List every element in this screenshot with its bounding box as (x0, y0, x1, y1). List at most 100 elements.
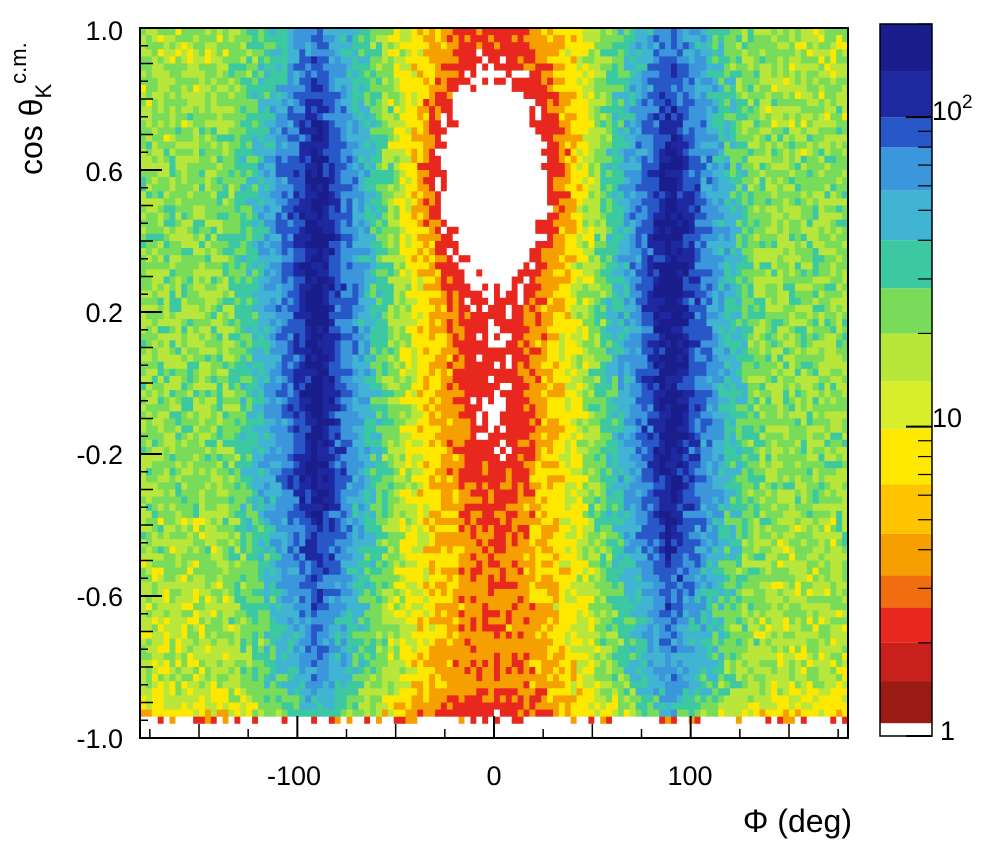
heatmap-cell (830, 276, 837, 285)
heatmap-cell (464, 127, 471, 136)
heatmap-cell (328, 42, 336, 50)
heatmap-cell (281, 91, 289, 100)
heatmap-cell (222, 290, 230, 299)
heatmap-cell (629, 28, 637, 36)
heatmap-cell (328, 91, 336, 100)
heatmap-cell (547, 319, 554, 327)
heatmap-cell (765, 91, 772, 100)
heatmap-cell (594, 269, 601, 278)
heatmap-cell (570, 162, 578, 171)
heatmap-cell (594, 248, 601, 256)
heatmap-cell (145, 219, 153, 228)
heatmap-cell (275, 241, 283, 249)
heatmap-cell (187, 84, 194, 93)
heatmap-cell (712, 248, 719, 256)
heatmap-cell (317, 297, 324, 306)
heatmap-cell (606, 205, 613, 214)
heatmap-cell (193, 184, 200, 192)
heatmap-cell (576, 113, 584, 121)
heatmap-cell (281, 262, 289, 270)
heatmap-cell (328, 70, 336, 79)
heatmap-cell (411, 262, 418, 270)
heatmap-cell (145, 35, 153, 43)
heatmap-cell (706, 283, 713, 292)
heatmap-cell (328, 113, 336, 121)
heatmap-cell (346, 49, 353, 57)
heatmap-cell (541, 91, 548, 100)
heatmap-cell (381, 42, 389, 50)
heatmap-cell (216, 205, 224, 214)
heatmap-cell (140, 49, 147, 57)
heatmap-cell (629, 84, 637, 93)
heatmap-cell (376, 49, 383, 57)
heatmap-cell (842, 241, 848, 249)
heatmap-cell (305, 106, 312, 114)
heatmap-cell (783, 141, 790, 150)
heatmap-cell (275, 77, 283, 86)
heatmap-cell (393, 42, 401, 50)
heatmap-cell (240, 319, 247, 327)
heatmap-cell (612, 35, 619, 43)
heatmap-cell (771, 42, 778, 50)
heatmap-cell (210, 255, 218, 263)
heatmap-cell (535, 255, 542, 263)
heatmap-cell (753, 141, 761, 150)
heatmap-cell (488, 113, 495, 121)
heatmap-cell (553, 155, 560, 164)
heatmap-cell (405, 262, 412, 270)
heatmap-cell (606, 191, 613, 199)
heatmap-cell (612, 226, 619, 235)
heatmap-cell (169, 162, 176, 171)
heatmap-cell (246, 99, 253, 107)
heatmap-cell (783, 63, 790, 72)
heatmap-cell (458, 255, 466, 263)
heatmap-cell (547, 56, 554, 65)
heatmap-cell (405, 269, 412, 278)
heatmap-cell (617, 233, 625, 242)
heatmap-cell (576, 35, 584, 43)
heatmap-cell (818, 91, 825, 100)
heatmap-cell (529, 35, 536, 43)
heatmap-cell (151, 312, 159, 320)
heatmap-cell (824, 184, 831, 192)
heatmap-cell (399, 191, 407, 199)
heatmap-cell (724, 290, 731, 299)
heatmap-cell (246, 120, 253, 128)
heatmap-cell (523, 35, 530, 43)
heatmap-cell (322, 184, 330, 192)
heatmap-cell (771, 99, 778, 107)
heatmap-cell (671, 248, 678, 256)
heatmap-cell (623, 191, 631, 199)
heatmap-cell (163, 106, 171, 114)
heatmap-cell (240, 127, 247, 136)
heatmap-cell (541, 42, 548, 50)
heatmap-cell (187, 319, 194, 327)
heatmap-cell (517, 219, 525, 228)
heatmap-cell (830, 35, 837, 43)
heatmap-cell (682, 113, 690, 121)
heatmap-cell (541, 113, 548, 121)
heatmap-cell (724, 155, 731, 164)
heatmap-cell (553, 255, 560, 263)
heatmap-cell (287, 184, 294, 192)
heatmap-cell (759, 269, 766, 278)
heatmap-cell (759, 170, 766, 178)
heatmap-cell (157, 212, 165, 221)
heatmap-cell (541, 191, 548, 199)
heatmap-cell (529, 205, 536, 214)
heatmap-cell (151, 141, 159, 150)
heatmap-cell (842, 148, 848, 157)
heatmap-cell (724, 113, 731, 121)
heatmap-cell (783, 198, 790, 207)
heatmap-cell (700, 35, 707, 43)
heatmap-cell (842, 106, 848, 114)
heatmap-cell (747, 56, 755, 65)
heatmap-cell (753, 84, 761, 93)
heatmap-cell (765, 198, 772, 207)
heatmap-cell (771, 226, 778, 235)
heatmap-cell (440, 290, 448, 299)
heatmap-cell (305, 127, 312, 136)
heatmap-cell (381, 35, 389, 43)
heatmap-cell (287, 212, 294, 221)
heatmap-cell (653, 219, 660, 228)
